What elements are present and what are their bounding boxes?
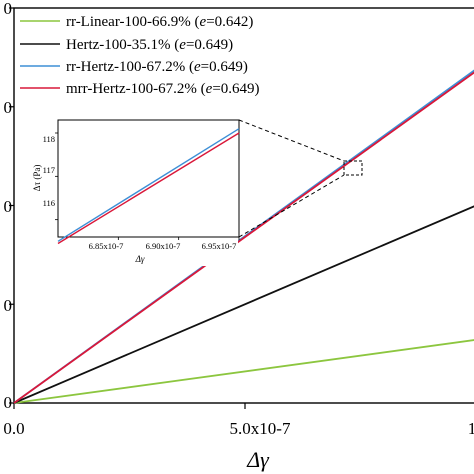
series-line-3 [13, 71, 474, 404]
x-axis-label: Δγ [246, 447, 270, 472]
inset-series-line-1 [57, 132, 240, 245]
zoom-connector-bottom [238, 174, 345, 238]
inset-y-tick-label: 117 [43, 165, 55, 175]
x-tick-label: 0.0 [3, 419, 24, 438]
inset-x-tick-label: 6.85x10-7 [89, 241, 124, 251]
legend-entry-rr-linear: rr-Linear-100-66.9% (e=0.642) [66, 14, 253, 30]
inset-axis-ticks [55, 132, 240, 240]
legend-entry-rr-hertz: rr-Hertz-100-67.2% (e=0.649) [66, 59, 248, 75]
series-line-0 [13, 339, 474, 404]
zoom-connector-top [238, 119, 345, 162]
y-tick-label: 0 [4, 0, 13, 18]
legend-entry-mrr-hertz: mrr-Hertz-100-67.2% (e=0.649) [66, 81, 260, 97]
y-tick-label: 0 [4, 197, 13, 216]
y-tick-label: 0 [4, 98, 13, 117]
y-tick-label: 0 [4, 296, 13, 315]
x-tick-label: 5.0x10-7 [230, 419, 291, 438]
main-series-group [13, 69, 474, 404]
inset-y-tick-label: 118 [43, 134, 55, 144]
inset-y-tick-label: 116 [43, 198, 55, 208]
inset-frame [57, 119, 240, 238]
y-tick-label: 0 [4, 393, 13, 412]
main-axis-ticks [9, 7, 246, 409]
inset-series-line-0 [57, 128, 240, 242]
inset-y-axis-label: Δτ (Pa) [32, 165, 42, 192]
zoom-region-box [343, 160, 363, 176]
inset-series-group [57, 128, 240, 245]
x-tick-label: 1 [468, 419, 474, 438]
inset-x-axis-label: Δγ [135, 254, 145, 264]
series-line-1 [13, 205, 474, 404]
inset-x-tick-label: 6.95x10-7 [202, 241, 237, 251]
legend-entry-hertz: Hertz-100-35.1% (e=0.649) [66, 37, 233, 53]
legend: rr-Linear-100-66.9% (e=0.642) Hertz-100-… [20, 14, 260, 97]
inset-x-tick-label: 6.90x10-7 [146, 241, 181, 251]
inset-background [34, 104, 238, 266]
